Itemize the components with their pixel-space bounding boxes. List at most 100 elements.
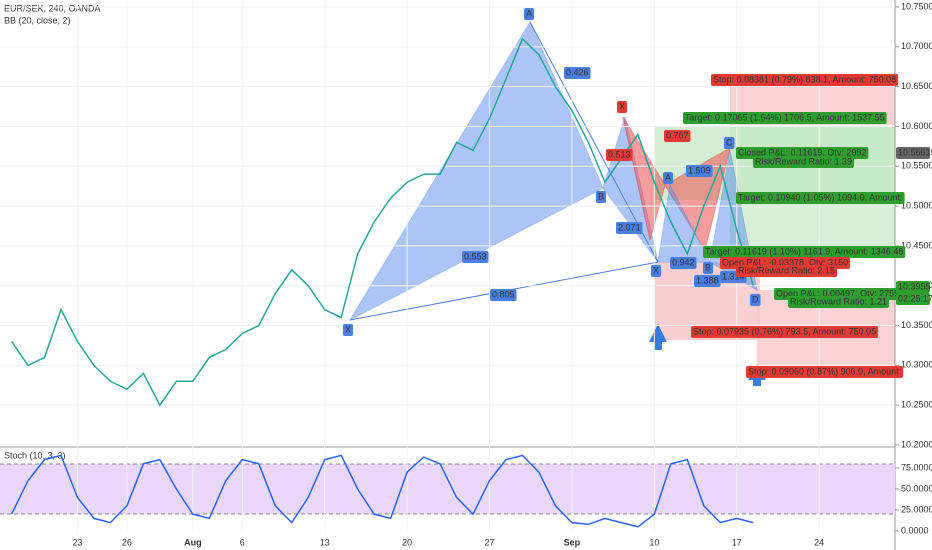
annotation-text: 0.767 xyxy=(666,130,689,140)
annotation: X xyxy=(651,265,662,277)
annotation-text: Target: 0.10940 (1.05%) 1094.0, Amount: xyxy=(738,192,903,202)
annotation-box xyxy=(683,112,887,124)
annotation-box xyxy=(736,265,838,277)
annotation: 0.942 xyxy=(670,257,697,269)
annotation: Target: 0.17065 (1.64%) 1706.5, Amount: … xyxy=(683,112,887,124)
annotation: X xyxy=(343,324,354,336)
annotation: 2.071 xyxy=(616,222,643,234)
annotation: Risk/Reward Ratio: 1.21 xyxy=(788,296,890,308)
y-tick-label: 75.0000 xyxy=(901,462,932,472)
annotation: A xyxy=(524,8,535,20)
annotation-box xyxy=(694,275,721,287)
y-tick-label: 10.60000 xyxy=(901,121,932,131)
y-tick-label: 0.0000 xyxy=(901,525,929,535)
annotation-box xyxy=(753,156,855,168)
annotation-text: Open P&L: -0.03378, Qty: 3150 xyxy=(722,257,848,267)
x-tick-label: 26 xyxy=(122,537,132,547)
annotation: A xyxy=(663,172,674,184)
annotation-box xyxy=(703,262,714,274)
y-tick-label: 10.30000 xyxy=(901,360,932,370)
stoch-band xyxy=(0,464,895,514)
annotation-box xyxy=(703,246,906,258)
y-tick-label: 10.55000 xyxy=(901,161,932,171)
annotation-text: 0.513 xyxy=(608,149,631,159)
annotation-box xyxy=(462,251,489,263)
annotation-text: 10.56619 xyxy=(898,147,932,157)
annotation: 1.388 xyxy=(694,275,721,287)
annotation-text: 2.071 xyxy=(618,222,641,232)
annotation-text: Target: 0.11619 (1.10%) 1161.9, Amount: … xyxy=(705,246,903,256)
annotation-text: 1.509 xyxy=(688,165,711,175)
annotation-text: Stop: 0.07935 (0.76%) 793.5, Amount: 750… xyxy=(693,326,876,336)
target-zone xyxy=(730,127,895,247)
annotation-text: Stop: 0.09060 (0.87%) 906.0, Amount: xyxy=(748,366,901,376)
chart-title: EUR/SEK, 240, OANDA xyxy=(4,3,101,13)
annotation-text: Risk/Reward Ratio: 1.21 xyxy=(790,296,887,306)
annotation-box xyxy=(686,165,713,177)
annotation-text: 0.942 xyxy=(672,257,695,267)
annotation-box xyxy=(750,294,761,306)
series-line xyxy=(10,454,754,528)
y-tick-label: 10.70000 xyxy=(901,41,932,51)
annotation-box xyxy=(617,101,628,113)
annotation: C xyxy=(724,137,735,149)
annotation-box xyxy=(490,289,517,301)
x-tick-label: 24 xyxy=(814,537,824,547)
annotation-text: D xyxy=(752,294,759,304)
y-tick-label: 10.45000 xyxy=(901,240,932,250)
annotation: Risk/Reward Ratio: 2.15 xyxy=(736,265,838,277)
annotation-box xyxy=(616,222,643,234)
y-tick-label: 10.25000 xyxy=(901,400,932,410)
x-tick-label: 20 xyxy=(402,537,412,547)
annotation: Stop: 0.07935 (0.76%) 793.5, Amount: 750… xyxy=(691,326,879,338)
arrow-up xyxy=(649,324,667,350)
annotation-box xyxy=(724,137,735,149)
annotation: X xyxy=(617,101,628,113)
annotation-text: A xyxy=(665,172,671,182)
annotation-box xyxy=(711,74,899,86)
annotation-box xyxy=(788,296,890,308)
annotation: 0.767 xyxy=(664,130,691,142)
annotation-box xyxy=(596,191,607,203)
annotation-text: C xyxy=(726,137,733,147)
annotation-text: 1.314 xyxy=(722,271,745,281)
annotation-text: Risk/Reward Ratio: 1.39 xyxy=(755,156,852,166)
annotation: B xyxy=(596,191,607,203)
annotation: 1.509 xyxy=(686,165,713,177)
x-tick-label: 23 xyxy=(72,537,82,547)
annotation-text: X xyxy=(345,324,351,334)
annotation-box xyxy=(524,8,535,20)
annotation-text: B xyxy=(705,262,711,272)
annotation-box xyxy=(896,147,930,159)
annotation-text: Closed P&L: 0.11619, Qty: 2982 xyxy=(738,147,866,157)
y-tick-label: 25.0000 xyxy=(901,504,932,514)
annotation-text: 10.39557 xyxy=(898,281,932,291)
annotation-text: 1.388 xyxy=(696,275,719,285)
y-tick-label: 10.50000 xyxy=(901,200,932,210)
annotation-box xyxy=(663,172,674,184)
annotation-text: Risk/Reward Ratio: 2.15 xyxy=(738,265,835,275)
x-tick-label: Aug xyxy=(184,537,202,547)
annotation-box xyxy=(896,281,930,293)
annotation: 02:25:17 xyxy=(896,293,932,305)
annotation-box xyxy=(736,192,905,204)
annotation: 0.805 xyxy=(490,289,517,301)
annotation-box xyxy=(343,324,354,336)
annotation-text: Stop: 0.08381 (0.79%) 838.1, Amount: 750… xyxy=(713,74,896,84)
annotation-text: 02:25:17 xyxy=(898,293,932,303)
x-tick-label: Sep xyxy=(564,537,581,547)
annotation: 0.553 xyxy=(462,251,489,263)
annotation: 0.426 xyxy=(564,67,591,79)
series-line xyxy=(10,37,754,407)
annotation: Stop: 0.09060 (0.87%) 906.0, Amount: xyxy=(746,366,904,378)
annotation: Target: 0.11619 (1.10%) 1161.9, Amount: … xyxy=(703,246,906,258)
annotation-box xyxy=(746,366,904,378)
x-tick-label: 27 xyxy=(485,537,495,547)
annotation: 10.56619 xyxy=(896,147,932,159)
annotation-box xyxy=(670,257,697,269)
annotation-box xyxy=(896,293,930,305)
indicator-label: BB (20, close, 2) xyxy=(4,15,71,25)
y-tick-label: 50.0000 xyxy=(901,483,932,493)
